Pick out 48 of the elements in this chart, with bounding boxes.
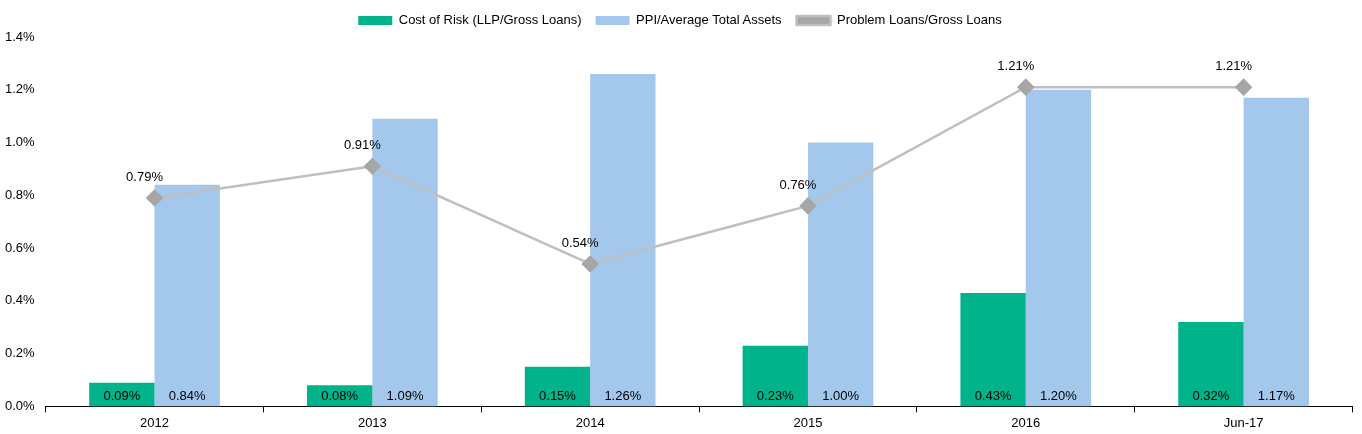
x-tick-label: 2015 (793, 414, 823, 430)
bar (1243, 97, 1309, 407)
bar (1178, 321, 1244, 407)
x-tick-label: Jun-17 (1223, 414, 1264, 430)
point (799, 197, 817, 215)
data-label: 1.20% (1040, 388, 1078, 404)
bar (154, 184, 220, 407)
data-label: 0.43% (974, 388, 1012, 404)
bar (742, 345, 808, 407)
data-label: 0.84% (168, 388, 207, 404)
point (364, 158, 381, 175)
data-label: 0.79% (126, 169, 164, 185)
point (1017, 78, 1035, 96)
data-label: 0.15% (539, 388, 577, 404)
data-label: 1.17% (1257, 388, 1296, 404)
y-tick-label: 0.2% (4, 345, 36, 361)
data-label: 1.26% (604, 388, 642, 404)
x-tick-label: 2016 (1011, 414, 1041, 430)
legend-label: PPI/Average Total Assets (636, 12, 783, 28)
y-tick-label: 0.6% (4, 239, 36, 255)
data-label: 0.32% (1192, 388, 1230, 404)
point (581, 255, 599, 273)
bar (960, 292, 1026, 407)
point (146, 189, 163, 207)
point (1235, 78, 1252, 96)
data-label: 1.21% (1215, 58, 1253, 74)
data-label: 1.00% (822, 388, 860, 404)
bar (1025, 89, 1092, 407)
data-label: 0.91% (343, 137, 382, 153)
data-label: 1.21% (997, 58, 1035, 74)
y-tick-label: 1.4% (4, 28, 36, 44)
x-tick-label: 2012 (140, 414, 169, 430)
bar (524, 366, 591, 407)
y-tick-label: 0.4% (4, 292, 36, 308)
y-tick-label: 1.2% (4, 81, 36, 97)
data-label: 0.54% (561, 235, 600, 250)
legend-label: Problem Loans/Gross Loans (836, 12, 1003, 28)
y-tick-label: 0.0% (4, 397, 36, 413)
data-label: 0.76% (779, 176, 817, 192)
data-label: 1.09% (386, 388, 424, 404)
y-tick-label: 1.0% (4, 134, 36, 150)
legend-label: Cost of Risk (LLP/Gross Loans) (398, 12, 582, 28)
x-tick-label: 2014 (575, 414, 605, 430)
data-label: 0.23% (756, 388, 795, 404)
y-tick-label: 0.8% (4, 186, 36, 202)
data-label: 0.09% (103, 388, 141, 404)
data-label: 0.08% (321, 388, 359, 404)
x-tick-label: 2013 (357, 414, 387, 430)
